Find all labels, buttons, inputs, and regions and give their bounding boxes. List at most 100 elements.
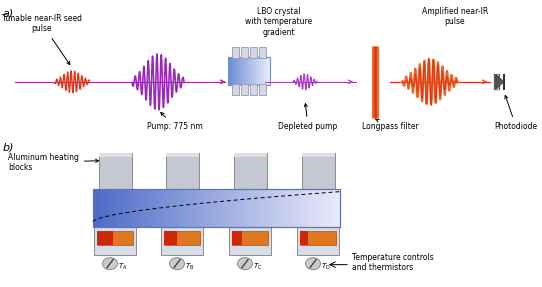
- Bar: [245, 57, 246, 85]
- Bar: [262, 189, 264, 227]
- Bar: [145, 189, 147, 227]
- Bar: [105, 189, 108, 227]
- Bar: [311, 189, 314, 227]
- Bar: [234, 57, 236, 85]
- Bar: [297, 189, 299, 227]
- Bar: [229, 57, 230, 85]
- Text: Amplified near-IR
pulse: Amplified near-IR pulse: [422, 7, 488, 26]
- Bar: [228, 57, 270, 85]
- Bar: [268, 189, 270, 227]
- Bar: [256, 57, 257, 85]
- Bar: [95, 189, 98, 227]
- Bar: [198, 189, 201, 227]
- Bar: [332, 189, 334, 227]
- Bar: [231, 57, 232, 85]
- Bar: [300, 231, 336, 245]
- Bar: [288, 189, 291, 227]
- Bar: [230, 57, 231, 85]
- Bar: [241, 84, 248, 95]
- Bar: [228, 57, 229, 85]
- Text: Photodiode: Photodiode: [494, 96, 538, 131]
- Bar: [132, 189, 134, 227]
- Bar: [300, 231, 307, 245]
- Bar: [225, 189, 227, 227]
- Bar: [169, 189, 172, 227]
- Bar: [241, 47, 248, 58]
- Bar: [235, 189, 237, 227]
- Bar: [159, 189, 162, 227]
- Bar: [153, 189, 155, 227]
- Bar: [248, 57, 249, 85]
- Bar: [173, 189, 176, 227]
- Bar: [229, 189, 231, 227]
- Bar: [255, 57, 256, 85]
- Bar: [272, 189, 275, 227]
- Bar: [112, 189, 114, 227]
- Bar: [241, 57, 242, 85]
- Bar: [240, 57, 241, 85]
- Bar: [287, 189, 289, 227]
- Bar: [109, 189, 112, 227]
- Bar: [262, 57, 263, 85]
- Bar: [232, 84, 239, 95]
- Bar: [164, 231, 177, 245]
- Bar: [303, 189, 306, 227]
- Bar: [97, 231, 133, 245]
- Bar: [246, 57, 247, 85]
- Bar: [264, 189, 267, 227]
- Bar: [104, 189, 106, 227]
- Ellipse shape: [170, 258, 184, 269]
- Bar: [190, 189, 192, 227]
- Bar: [234, 153, 267, 157]
- Bar: [171, 189, 174, 227]
- Bar: [182, 189, 184, 227]
- Bar: [238, 57, 239, 85]
- Bar: [252, 57, 253, 85]
- Bar: [179, 189, 182, 227]
- Bar: [128, 189, 131, 227]
- Bar: [256, 189, 258, 227]
- Bar: [266, 189, 268, 227]
- Bar: [260, 189, 262, 227]
- Bar: [250, 57, 251, 85]
- Text: LBO crystal
with temperature
gradient: LBO crystal with temperature gradient: [246, 7, 313, 37]
- Bar: [262, 57, 263, 85]
- Bar: [94, 227, 136, 255]
- Bar: [231, 57, 233, 85]
- Bar: [301, 153, 334, 157]
- Bar: [313, 189, 316, 227]
- Bar: [237, 189, 240, 227]
- Bar: [250, 84, 257, 95]
- Bar: [259, 57, 260, 85]
- Bar: [163, 189, 165, 227]
- Bar: [233, 189, 236, 227]
- Bar: [269, 57, 270, 85]
- Bar: [276, 189, 279, 227]
- Bar: [259, 84, 266, 95]
- Bar: [243, 57, 244, 85]
- Ellipse shape: [102, 258, 118, 269]
- Bar: [257, 57, 259, 85]
- Bar: [126, 189, 128, 227]
- Bar: [188, 189, 190, 227]
- Text: Pump: 775 nm: Pump: 775 nm: [147, 113, 203, 131]
- Bar: [257, 57, 258, 85]
- Text: Depleted pump: Depleted pump: [279, 104, 338, 131]
- Bar: [161, 227, 203, 255]
- Bar: [175, 189, 178, 227]
- Bar: [274, 189, 277, 227]
- Bar: [235, 57, 236, 85]
- Bar: [223, 189, 225, 227]
- Bar: [264, 57, 266, 85]
- Bar: [241, 57, 242, 85]
- Bar: [234, 153, 267, 189]
- Text: $T_{\mathrm{A}}$: $T_{\mathrm{A}}$: [118, 261, 127, 272]
- Bar: [253, 57, 254, 85]
- Bar: [151, 189, 153, 227]
- Bar: [107, 189, 110, 227]
- Bar: [270, 189, 273, 227]
- Bar: [250, 57, 251, 85]
- Bar: [259, 47, 266, 58]
- Bar: [200, 189, 203, 227]
- Bar: [266, 57, 267, 85]
